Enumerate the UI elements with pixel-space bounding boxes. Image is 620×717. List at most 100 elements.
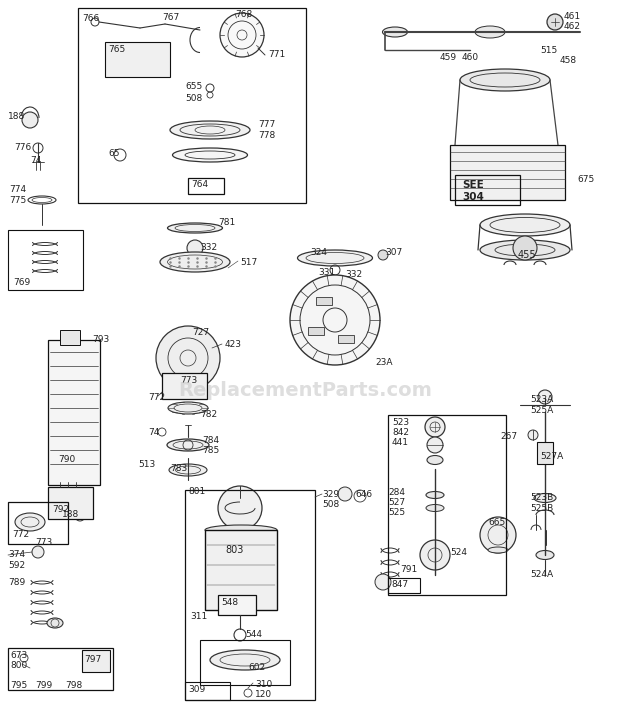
Text: 458: 458 [560, 56, 577, 65]
Bar [455, 175, 520, 205]
Circle shape [427, 437, 443, 453]
Text: 374: 374 [8, 550, 25, 559]
Bar [338, 335, 354, 343]
Text: 188: 188 [62, 510, 79, 519]
Text: 842: 842 [392, 428, 409, 437]
Text: 778: 778 [258, 131, 275, 140]
Bar [185, 682, 230, 700]
Text: 847: 847 [391, 580, 408, 589]
Text: 523A: 523A [530, 395, 553, 404]
Text: 764: 764 [191, 180, 208, 189]
Ellipse shape [426, 491, 444, 498]
Ellipse shape [168, 402, 208, 414]
Text: 772: 772 [148, 393, 165, 402]
Text: 461: 461 [564, 12, 581, 21]
Text: 525: 525 [388, 508, 405, 517]
Text: 267: 267 [500, 432, 517, 441]
Text: 782: 782 [200, 410, 217, 419]
Text: 803: 803 [225, 545, 244, 555]
Bar [316, 297, 332, 305]
Bar [105, 42, 170, 77]
Text: 675: 675 [577, 175, 594, 184]
Text: 527: 527 [388, 498, 405, 507]
Text: 188: 188 [8, 112, 25, 121]
Text: 524A: 524A [530, 570, 553, 579]
Bar [200, 640, 290, 685]
Text: 665: 665 [488, 518, 505, 527]
Ellipse shape [167, 439, 209, 451]
Text: 790: 790 [58, 455, 75, 464]
Circle shape [338, 487, 352, 501]
Bar [537, 442, 553, 464]
Text: 460: 460 [462, 53, 479, 62]
Circle shape [538, 390, 552, 404]
Text: 525B: 525B [530, 504, 553, 513]
Bar [388, 578, 420, 593]
Text: 784: 784 [202, 436, 219, 445]
Ellipse shape [534, 493, 556, 503]
Circle shape [290, 275, 380, 365]
Ellipse shape [167, 223, 223, 233]
Circle shape [220, 13, 264, 57]
Text: 513: 513 [138, 460, 155, 469]
Text: 517: 517 [240, 258, 257, 267]
Text: 462: 462 [564, 22, 581, 31]
Text: 768: 768 [235, 10, 252, 19]
Circle shape [378, 250, 388, 260]
Text: 773: 773 [35, 538, 52, 547]
Text: 602: 602 [248, 663, 265, 672]
Ellipse shape [475, 26, 505, 38]
Circle shape [513, 236, 537, 260]
Ellipse shape [536, 551, 554, 559]
Text: 304: 304 [462, 192, 484, 202]
Text: 74: 74 [148, 428, 159, 437]
Text: 515: 515 [540, 46, 557, 55]
Bar [48, 487, 93, 519]
Bar [8, 648, 113, 690]
Bar [185, 490, 315, 700]
Text: 797: 797 [84, 655, 101, 664]
Circle shape [425, 417, 445, 437]
Ellipse shape [47, 618, 63, 628]
Text: 771: 771 [268, 50, 285, 59]
Text: 776: 776 [14, 143, 31, 152]
Bar [48, 340, 100, 485]
Ellipse shape [88, 660, 102, 670]
Text: 527A: 527A [540, 452, 563, 461]
Text: 548: 548 [221, 598, 238, 607]
Bar [60, 330, 80, 345]
Ellipse shape [170, 121, 250, 139]
Text: 592: 592 [8, 561, 25, 570]
Circle shape [156, 326, 220, 390]
Circle shape [375, 574, 391, 590]
Circle shape [547, 14, 563, 30]
Text: 65: 65 [108, 149, 120, 158]
Bar [8, 230, 83, 290]
Ellipse shape [426, 505, 444, 511]
Text: 766: 766 [82, 14, 99, 23]
Circle shape [480, 517, 516, 553]
Ellipse shape [460, 69, 550, 91]
Text: 544: 544 [245, 630, 262, 639]
Text: 781: 781 [218, 218, 235, 227]
Circle shape [32, 546, 44, 558]
Text: 775: 775 [9, 196, 26, 205]
Text: 655: 655 [185, 82, 202, 91]
Text: 332: 332 [345, 270, 362, 279]
Text: 767: 767 [162, 13, 179, 22]
Text: 799: 799 [35, 681, 52, 690]
Text: 441: 441 [392, 438, 409, 447]
Text: SEE: SEE [462, 180, 484, 190]
Text: 525A: 525A [530, 406, 553, 415]
Circle shape [187, 240, 203, 256]
Text: 309: 309 [188, 685, 205, 694]
Text: 455: 455 [518, 250, 537, 260]
Text: 769: 769 [13, 278, 30, 287]
Circle shape [420, 540, 450, 570]
Text: 792: 792 [52, 505, 69, 514]
Text: 423: 423 [225, 340, 242, 349]
Bar [82, 650, 110, 672]
Text: 774: 774 [9, 185, 26, 194]
Circle shape [528, 430, 538, 440]
Text: 727: 727 [192, 328, 209, 337]
